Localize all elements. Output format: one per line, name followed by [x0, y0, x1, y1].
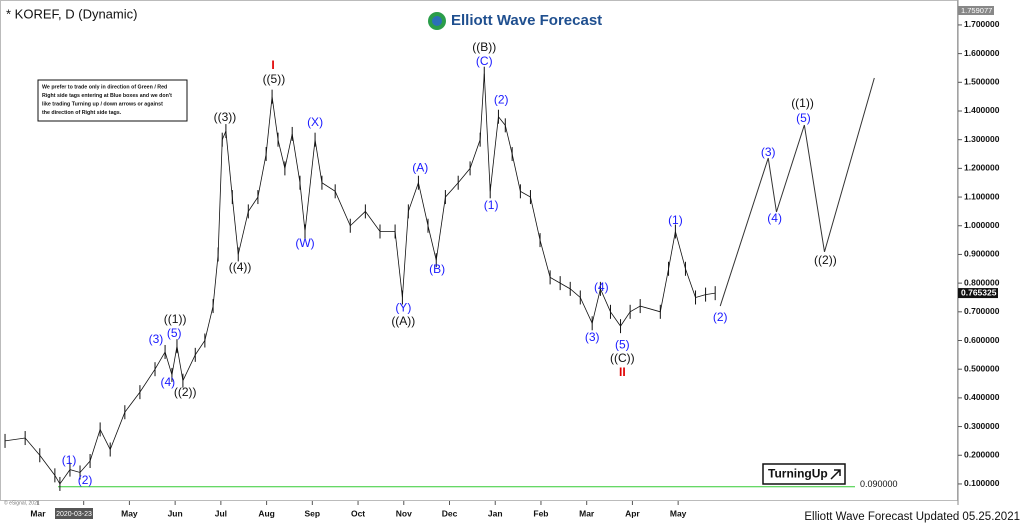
y-tick-label: 0.800000: [964, 277, 1000, 287]
note-line: We prefer to trade only in direction of …: [42, 84, 167, 90]
y-tick-label: 1.700000: [964, 19, 1000, 29]
y-tick-label: 0.600000: [964, 335, 1000, 345]
x-tick-label: Dec: [442, 508, 458, 518]
y-tick-label: 1.400000: [964, 105, 1000, 115]
top-price-box: [958, 6, 994, 15]
date-box: [55, 508, 93, 519]
note: We prefer to trade only in direction of …: [42, 84, 172, 116]
wave-label: (X): [307, 115, 323, 129]
wave-label: (1): [668, 213, 683, 227]
note-box: [37, 79, 188, 122]
projection-line: [719, 77, 875, 307]
x-tick-label: Jul: [215, 508, 227, 518]
x-tick-label: May: [670, 508, 687, 518]
chart-title: * KOREF, D (Dynamic): [6, 6, 137, 21]
wave-label: (5): [167, 326, 182, 340]
logo: Elliott Wave Forecast: [428, 12, 602, 30]
wave-label: ((C)): [610, 351, 635, 365]
wave-label: (W): [295, 236, 314, 250]
wave-label: (2): [78, 473, 93, 487]
note-line: like trading Turning up / down arrows or…: [42, 102, 163, 108]
brand: Elliott Wave Forecast: [451, 12, 602, 29]
wave-label: (4): [160, 375, 175, 389]
y-tick-label: 1.600000: [964, 48, 1000, 58]
wave-label: (3): [585, 330, 600, 344]
wave-label: (4): [594, 280, 609, 294]
support-label: 0.090000: [860, 479, 898, 489]
x-tick-label: May: [121, 508, 138, 518]
top-price: 1.759077: [961, 6, 992, 15]
note-line: the direction of Right side tags.: [42, 110, 122, 116]
x-tick-label: Oct: [351, 508, 365, 518]
y-tick-label: 1.300000: [964, 134, 1000, 144]
wave-label: (2): [494, 92, 509, 106]
y-tick-label: 1.000000: [964, 220, 1000, 230]
logo-icon-inner: [432, 16, 442, 26]
wave-label: ((1)): [791, 96, 814, 110]
x-tick-label: Jan: [488, 508, 503, 518]
tag-box: [762, 463, 846, 485]
wave-label: (1): [62, 453, 77, 467]
wave-label: (Y): [395, 300, 411, 314]
y-tick-label: 0.400000: [964, 392, 1000, 402]
wave-label: ((3)): [214, 110, 237, 124]
tag-arrow: [830, 469, 841, 480]
wave-label: (3): [761, 145, 776, 159]
y-tick-label: 1.100000: [964, 191, 1000, 201]
wave-label: (2): [713, 310, 728, 324]
y-tick-label: 0.200000: [964, 450, 1000, 460]
x-tick-label: Nov: [396, 508, 412, 518]
x-tick-label: Apr: [625, 508, 640, 518]
wave-label: (A): [412, 160, 428, 174]
y-tick-label: 0.300000: [964, 421, 1000, 431]
x-tick-label: Jun: [168, 508, 183, 518]
tag: TurningUp: [768, 467, 828, 481]
last-price: 0.765325: [961, 287, 997, 297]
copyright: © eSignal, 2021: [4, 499, 40, 506]
x-tick-label: Mar: [579, 508, 595, 518]
x-tick-label: Aug: [258, 508, 275, 518]
x-tick-label: Mar: [30, 508, 46, 518]
wave-label: ((2)): [174, 385, 197, 399]
y-tick-label: 0.100000: [964, 478, 1000, 488]
y-tick-label: 1.200000: [964, 163, 1000, 173]
wave-label: ((2)): [814, 253, 837, 267]
wave-label: (5): [615, 337, 630, 351]
x-tick-label: Sep: [305, 508, 321, 518]
y-tick-label: 1.500000: [964, 77, 1000, 87]
wave-label: ((1)): [164, 312, 187, 326]
wave-label: ((A)): [391, 314, 415, 328]
footer: Elliott Wave Forecast Updated 05.25.2021: [804, 511, 1020, 523]
wave-label: (1): [484, 198, 499, 212]
last-price-box: [958, 288, 998, 299]
y-tick-label: 0.900000: [964, 249, 1000, 259]
y-tick-label: 0.700000: [964, 306, 1000, 316]
note-line: Right side tags entering at Blue boxes a…: [42, 93, 172, 99]
wave-label: (5): [796, 111, 811, 125]
wave-label: (C): [476, 54, 493, 68]
x-tick-label: Feb: [533, 508, 548, 518]
y-tick-label: 0.500000: [964, 363, 1000, 373]
wave-label: ((5)): [263, 72, 286, 86]
wave-label: (4): [767, 211, 782, 225]
wave-label: I: [271, 58, 274, 72]
wave-label: II: [619, 365, 626, 379]
date-label: 2020-03-23: [56, 511, 92, 518]
wave-label: ((4)): [229, 260, 252, 274]
wave-label: ((B)): [472, 40, 496, 54]
wave-label: (B): [429, 262, 445, 276]
wave-label: (3): [149, 332, 164, 346]
